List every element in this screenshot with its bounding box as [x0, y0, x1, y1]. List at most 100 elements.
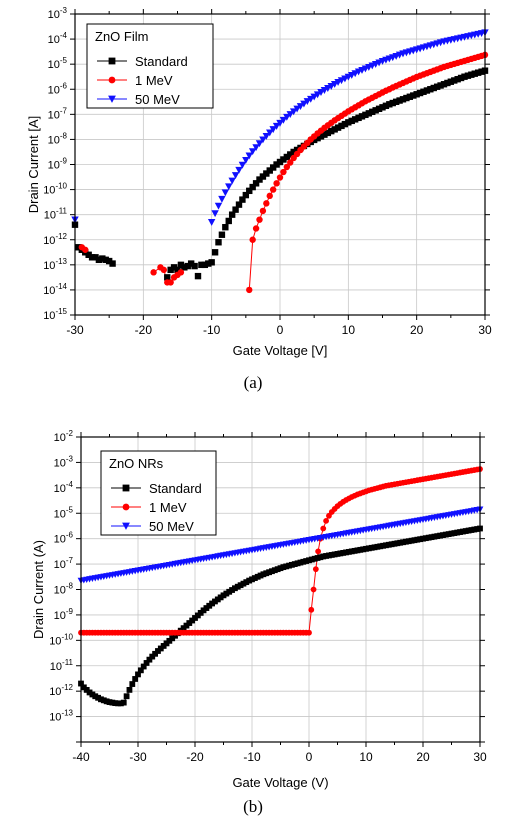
data-point — [207, 218, 216, 226]
data-point — [137, 667, 144, 674]
data-point — [315, 548, 322, 555]
data-point — [266, 167, 273, 174]
x-tick-label: -10 — [243, 750, 261, 764]
x-tick-label: -20 — [186, 750, 204, 764]
data-point — [259, 173, 267, 180]
data-point — [362, 111, 369, 119]
legend-marker — [108, 76, 116, 84]
data-point — [205, 260, 212, 267]
data-point — [246, 286, 253, 294]
series-0 — [78, 525, 483, 707]
legend-label: 50 MeV — [135, 92, 180, 107]
data-point — [191, 262, 198, 270]
data-point — [92, 254, 99, 261]
data-point — [228, 211, 236, 218]
data-point — [235, 166, 243, 174]
data-point — [375, 105, 383, 113]
x-tick-label: 10 — [359, 750, 373, 764]
data-point — [132, 676, 139, 682]
x-axis-label: Gate Voltage [V] — [233, 343, 328, 358]
data-point — [440, 81, 448, 88]
data-point — [143, 660, 150, 666]
legend: ZnO NRs Standard 1 MeV 50 MeV — [100, 450, 217, 536]
data-point — [279, 116, 288, 124]
data-point — [289, 108, 298, 116]
data-point — [276, 158, 284, 166]
data-point — [140, 663, 147, 670]
data-point — [129, 681, 136, 687]
data-point — [201, 261, 209, 269]
legend-label: 50 MeV — [149, 519, 194, 534]
data-point — [252, 225, 260, 232]
data-point — [150, 269, 157, 276]
data-point — [323, 517, 329, 524]
data-point — [468, 71, 475, 78]
y-tick-label: 10-14 — [43, 282, 67, 297]
data-point — [296, 103, 305, 111]
data-point — [88, 254, 96, 261]
data-point — [471, 70, 478, 77]
y-tick-label: 10-4 — [54, 480, 74, 495]
data-point — [255, 140, 264, 148]
data-point — [99, 255, 106, 262]
y-axis-label: Drain Current (A) — [31, 540, 46, 639]
data-point — [174, 266, 181, 274]
x-tick-label: -40 — [72, 750, 90, 764]
data-point — [259, 136, 267, 144]
chart-panel-a: -30 -20 -10 0 10 20 30 10-15 10-14 10-13 10-12 10-1… — [26, 6, 492, 392]
data-point — [164, 274, 171, 281]
data-point — [358, 113, 366, 120]
data-point — [167, 266, 174, 274]
data-point — [306, 629, 312, 636]
data-point — [379, 104, 386, 111]
legend-label: 1 MeV — [149, 500, 187, 515]
data-point — [248, 148, 257, 156]
data-point — [263, 170, 270, 177]
data-point — [430, 84, 437, 92]
data-point — [389, 99, 396, 107]
legend: ZnO Film Standard 1 MeV 50 MeV — [86, 23, 214, 109]
data-point — [300, 100, 308, 108]
data-point — [386, 101, 393, 108]
data-point — [313, 91, 322, 99]
data-point — [433, 83, 441, 90]
y-tick-label: 10-13 — [49, 709, 73, 724]
legend-marker — [108, 57, 116, 65]
data-point — [396, 97, 403, 104]
data-point — [321, 131, 328, 138]
data-point — [266, 129, 274, 137]
data-point — [214, 202, 223, 210]
data-point — [102, 256, 109, 264]
data-point — [208, 259, 215, 266]
data-point — [399, 96, 407, 103]
series-2 — [71, 29, 489, 226]
data-point — [218, 231, 226, 238]
data-point — [249, 183, 256, 191]
data-point — [310, 93, 318, 101]
data-point — [146, 656, 153, 663]
data-point — [242, 157, 250, 164]
x-tick-label: 0 — [306, 750, 313, 764]
data-point — [263, 200, 270, 207]
data-point — [259, 207, 267, 215]
data-point — [307, 95, 315, 103]
data-point — [280, 168, 287, 176]
x-tick-label: -30 — [129, 750, 147, 764]
data-point — [341, 120, 349, 128]
data-point — [461, 73, 468, 80]
data-point — [413, 91, 420, 98]
data-point — [312, 566, 319, 573]
data-point — [215, 239, 222, 246]
data-point — [447, 78, 455, 85]
data-point — [303, 98, 312, 105]
data-point — [474, 69, 482, 76]
data-point — [287, 151, 294, 158]
data-point — [222, 224, 229, 231]
data-point — [126, 686, 133, 693]
grid-lines — [75, 14, 485, 315]
series-2 — [77, 506, 484, 585]
data-point — [231, 172, 240, 179]
y-tick-label: 10-9 — [48, 157, 68, 172]
data-point — [410, 92, 417, 99]
